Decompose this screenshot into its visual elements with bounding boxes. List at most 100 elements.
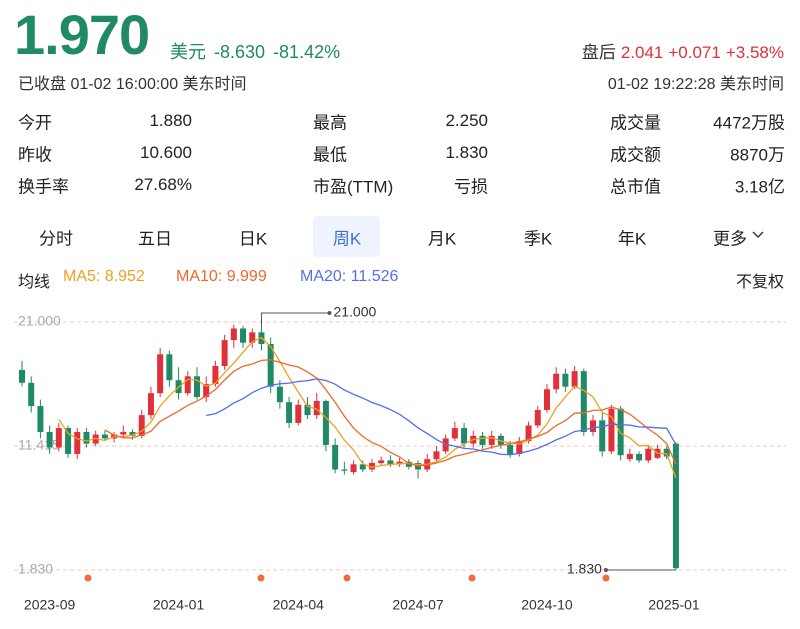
tab[interactable]: 月K: [427, 229, 457, 249]
tab[interactable]: 季K: [523, 229, 553, 249]
adjust[interactable]: 不复权: [735, 274, 784, 291]
candle-body: [608, 408, 615, 452]
event-dots: [84, 574, 610, 582]
stat-label: 成交量: [610, 113, 661, 133]
candle-body: [332, 444, 339, 470]
after-hours-price: 2.041: [620, 43, 664, 62]
candle-body: [479, 435, 486, 445]
candle-body: [599, 420, 606, 452]
x-tick-label: 2025-01: [648, 597, 700, 613]
candle-body: [396, 461, 403, 465]
candle-body: [55, 428, 62, 448]
tab[interactable]: 更多: [713, 229, 747, 249]
candle-body: [672, 443, 679, 569]
candle-body: [240, 328, 247, 343]
max-marker: [260, 312, 330, 326]
candle-body: [433, 451, 440, 460]
candle-body: [28, 382, 35, 407]
legend-item: MA5: 8.952: [63, 268, 145, 285]
candle-body: [571, 371, 578, 387]
candle-body: [461, 428, 468, 444]
tab[interactable]: 五日: [138, 229, 172, 249]
candle-body: [74, 431, 81, 454]
candle-body: [543, 389, 550, 410]
chart: 21.000 11.415 1.830 2023-09 2024-01 2024-04 20…: [14, 304, 786, 613]
candle-body: [663, 448, 670, 457]
candle-body: [138, 415, 145, 436]
change-pct: -81.42%: [273, 42, 341, 62]
candle-body: [350, 464, 357, 473]
candle-body: [405, 461, 412, 467]
candle-body: [129, 431, 136, 436]
candle-body: [295, 404, 302, 423]
candle-body: [212, 365, 219, 385]
max-dot: [327, 311, 332, 315]
ma-line: [206, 378, 677, 456]
after-hours-change: +0.071: [668, 43, 721, 62]
candle-body: [525, 425, 532, 442]
candle-body: [636, 453, 643, 461]
tab[interactable]: 年K: [617, 229, 647, 249]
candle-body: [341, 469, 348, 471]
candle-body: [488, 435, 495, 445]
candle-body: [304, 404, 311, 416]
stat-value: 1.880: [149, 111, 192, 130]
legend-item: MA20: 11.526: [300, 268, 399, 285]
candle-body: [65, 428, 72, 454]
candle-body: [359, 464, 366, 470]
candle-body: [387, 460, 394, 465]
stat-value: 1.830: [445, 143, 488, 162]
candle-body: [590, 420, 597, 432]
ma-line: [104, 359, 677, 467]
min-label: 1.830: [567, 561, 602, 577]
tab[interactable]: 日K: [238, 229, 268, 249]
candle-body: [83, 431, 90, 444]
legend-item: MA10: 9.999: [176, 268, 267, 285]
ma-label: 均线: [18, 274, 51, 291]
candle-body: [166, 354, 173, 381]
x-tick-label: 2024-04: [273, 597, 325, 613]
candle-body: [645, 448, 652, 461]
candle-body: [157, 354, 164, 394]
y-tick-label: 21.000: [18, 313, 61, 329]
candle-body: [562, 373, 569, 387]
candle-body: [534, 409, 541, 426]
stat-value: 8870万: [730, 145, 785, 165]
candle-body: [286, 402, 293, 423]
active-tab-bg: [313, 216, 380, 257]
stat-value: 27.68%: [134, 175, 192, 194]
price-change: 美元 -8.630 -81.42%: [170, 38, 348, 64]
candle-body: [507, 444, 514, 454]
candle-body: [368, 463, 375, 470]
candle-body: [101, 434, 108, 439]
stat-label: 市盈(TTM): [313, 177, 394, 197]
stat-label: 今开: [18, 113, 52, 133]
event-dot: [602, 574, 610, 582]
tab[interactable]: 分时: [39, 229, 73, 249]
y-tick-label: 11.415: [18, 437, 60, 453]
stat-label: 最高: [313, 113, 347, 133]
tab[interactable]: 周K: [332, 229, 362, 249]
candle-body: [19, 369, 25, 383]
ma-line: [58, 336, 677, 479]
candle-body: [322, 400, 329, 445]
stat-label: 昨收: [18, 145, 52, 165]
candle-body: [184, 376, 191, 394]
more-chevron[interactable]: [752, 230, 764, 240]
candle-body: [120, 431, 127, 435]
candle-body: [46, 431, 53, 448]
after-hours-time: 01-02 19:22:28 美东时间: [607, 76, 784, 93]
event-dot: [84, 574, 92, 582]
status: 已收盘 01-02 16:00:00 美东时间: [18, 76, 247, 93]
candle-body: [147, 393, 154, 416]
candle-body: [580, 371, 587, 432]
candle-body: [451, 428, 458, 439]
stat-label: 换手率: [18, 177, 69, 197]
event-dot: [468, 574, 476, 582]
candle-body: [221, 340, 228, 366]
candle-body: [313, 400, 320, 416]
stat-label: 成交额: [610, 145, 661, 165]
x-tick-label: 2024-07: [392, 597, 444, 613]
stat-label: 最低: [313, 145, 347, 165]
